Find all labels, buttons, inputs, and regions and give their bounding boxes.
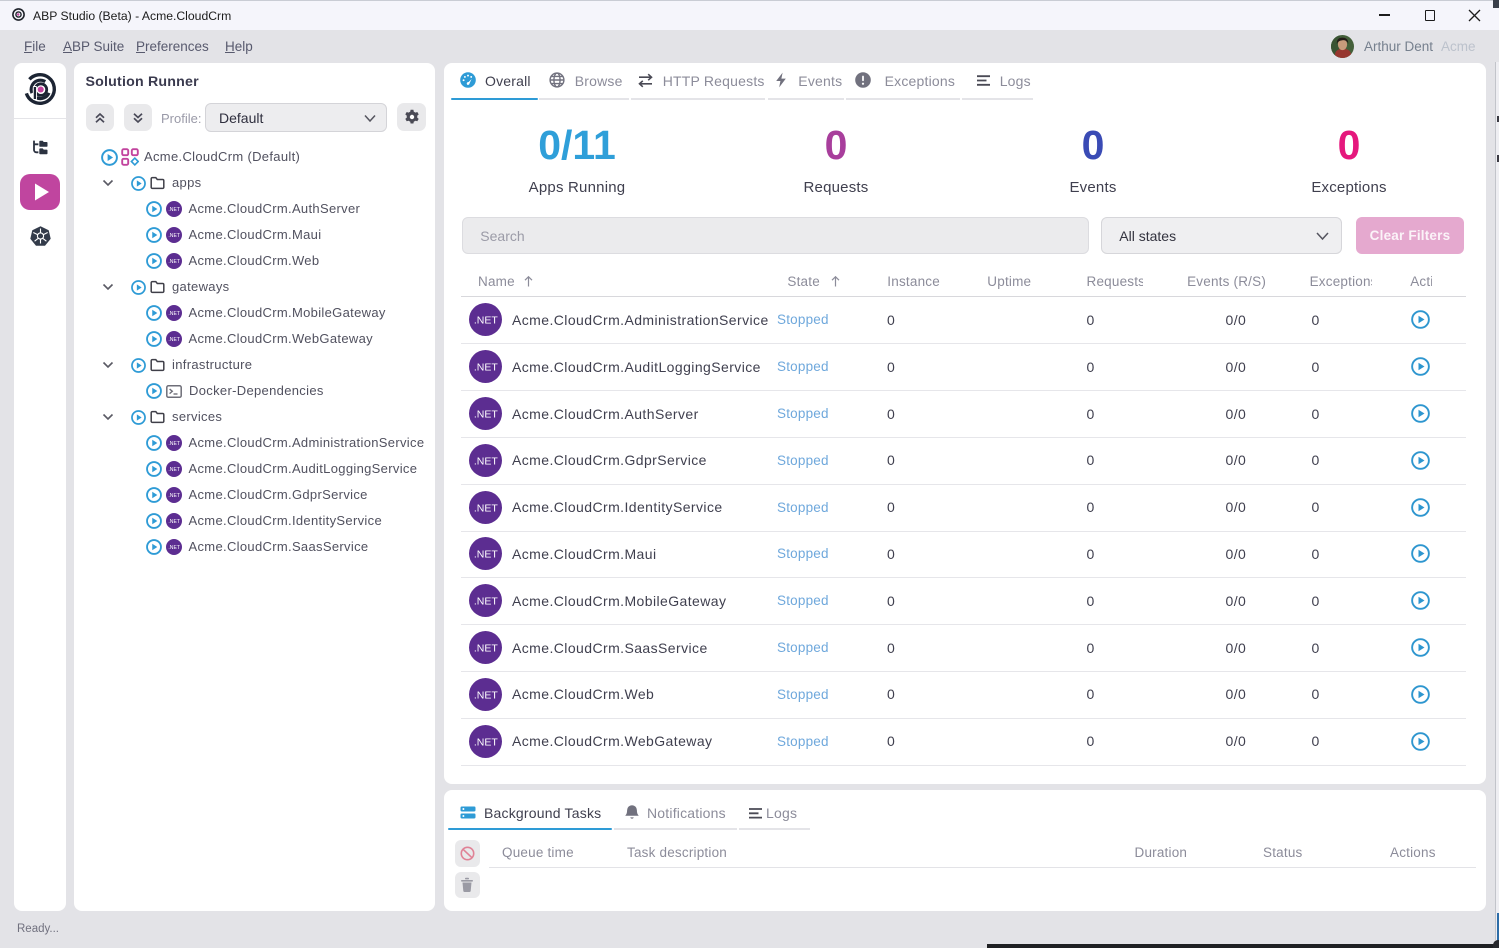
svg-text:.NET: .NET [474, 362, 499, 374]
svg-text:.NET: .NET [168, 467, 180, 473]
svg-text:.NET: .NET [168, 259, 180, 265]
svg-text:.NET: .NET [474, 409, 499, 421]
svg-text:.NET: .NET [168, 493, 180, 499]
svg-text:.NET: .NET [168, 337, 180, 343]
svg-text:.NET: .NET [474, 549, 499, 561]
svg-text:.NET: .NET [474, 502, 499, 514]
svg-text:.NET: .NET [474, 689, 499, 701]
svg-text:.NET: .NET [168, 545, 180, 551]
svg-text:.NET: .NET [168, 207, 180, 213]
svg-text:.NET: .NET [168, 233, 180, 239]
svg-text:.NET: .NET [474, 643, 499, 655]
svg-text:.NET: .NET [168, 519, 180, 525]
svg-text:.NET: .NET [474, 455, 499, 467]
svg-text:.NET: .NET [474, 315, 499, 327]
svg-text:.NET: .NET [168, 311, 180, 317]
svg-text:.NET: .NET [474, 596, 499, 608]
svg-text:.NET: .NET [168, 441, 180, 447]
svg-text:.NET: .NET [474, 736, 499, 748]
